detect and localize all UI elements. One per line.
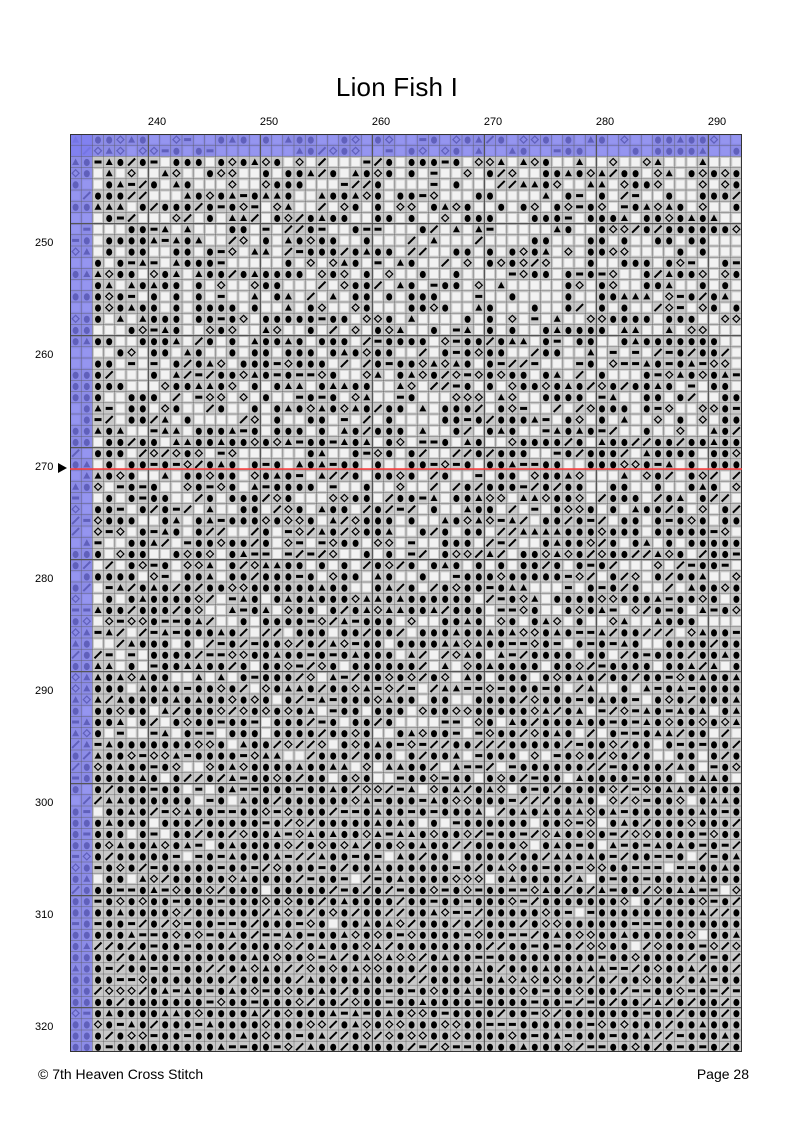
column-label: 260 [371, 116, 391, 128]
page-title: Lion Fish I [335, 72, 459, 102]
column-label: 240 [147, 116, 167, 128]
current-row-marker-icon [58, 463, 67, 473]
page-number: Page 28 [696, 1066, 749, 1082]
cross-stitch-pattern-grid [70, 134, 742, 1052]
row-label: 260 [35, 349, 54, 361]
row-label: 310 [35, 909, 54, 921]
row-label: 290 [35, 685, 54, 697]
stitch-symbols [71, 135, 741, 1052]
column-label: 250 [259, 116, 279, 128]
row-number-labels: 250 260 270 280 290 300 310 320 [0, 0, 70, 1127]
column-label: 280 [595, 116, 615, 128]
column-number-labels: 240 250 260 270 280 290 [0, 116, 794, 132]
row-label: 270 [35, 461, 54, 473]
row-label: 320 [35, 1021, 54, 1033]
row-label: 250 [35, 237, 54, 249]
column-label: 270 [483, 116, 503, 128]
row-label: 300 [35, 797, 54, 809]
grid-lines [70, 134, 742, 1052]
copyright-notice: © 7th Heaven Cross Stitch [38, 1066, 204, 1082]
row-label: 280 [35, 573, 54, 585]
column-label: 290 [707, 116, 727, 128]
